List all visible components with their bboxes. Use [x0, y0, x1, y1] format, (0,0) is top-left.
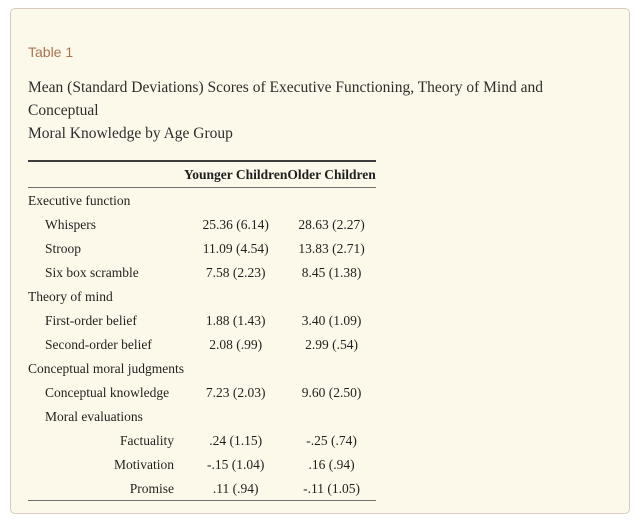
table-title: Mean (Standard Deviations) Scores of Exe… — [28, 76, 609, 145]
table-title-line1: Mean (Standard Deviations) Scores of Exe… — [28, 79, 543, 119]
older-value: 13.83 (2.71) — [298, 240, 365, 256]
row-label: Moral evaluations — [45, 408, 143, 424]
younger-value: 11.09 (4.54) — [202, 240, 269, 256]
means-sd-table: Younger Children Older Children Executiv… — [28, 160, 376, 501]
younger-value: .11 (.94) — [212, 480, 259, 496]
older-value — [287, 188, 375, 213]
older-value — [287, 284, 375, 308]
table-title-line2: Moral Knowledge by Age Group — [28, 125, 233, 142]
column-header-older-children: Older Children — [287, 167, 376, 182]
older-value: 28.63 (2.27) — [298, 216, 365, 232]
row-label: Factuality — [119, 432, 174, 448]
younger-value: 7.58 (2.23) — [205, 264, 266, 280]
table-row-section: Executive function — [28, 188, 376, 213]
row-label: Promise — [129, 480, 174, 496]
older-value: 9.60 (2.50) — [301, 384, 362, 400]
table-header-row: Younger Children Older Children — [28, 161, 376, 188]
row-label: Second-order belief — [45, 336, 152, 352]
younger-value: .24 (1.15) — [209, 432, 263, 448]
younger-value — [184, 188, 287, 213]
older-value — [287, 404, 375, 428]
row-label: Six box scramble — [45, 264, 139, 280]
older-value — [287, 356, 375, 380]
table-callout-panel: Table 1 Mean (Standard Deviations) Score… — [10, 8, 630, 514]
table-row: Promise .11 (.94) -.11 (1.05) — [28, 476, 376, 501]
row-label: Conceptual knowledge — [45, 384, 170, 400]
table-row: Six box scramble 7.58 (2.23) 8.45 (1.38) — [28, 260, 376, 284]
row-label: Stroop — [45, 240, 82, 256]
younger-value — [184, 404, 287, 428]
older-value: 3.40 (1.09) — [301, 312, 362, 328]
younger-value: -.15 (1.04) — [206, 456, 265, 472]
older-value: 8.45 (1.38) — [301, 264, 362, 280]
younger-value: 2.08 (.99) — [209, 336, 263, 352]
table-row-section: Conceptual moral judgments — [28, 356, 376, 380]
table-row: First-order belief 1.88 (1.43) 3.40 (1.0… — [28, 308, 376, 332]
table-row: Whispers 25.36 (6.14) 28.63 (2.27) — [28, 212, 376, 236]
row-label: Executive function — [28, 192, 131, 208]
younger-value — [184, 356, 287, 380]
younger-value — [184, 284, 287, 308]
older-value: .16 (.94) — [308, 456, 355, 472]
row-label: Whispers — [45, 216, 96, 232]
column-header-younger-children: Younger Children — [183, 167, 288, 182]
row-label: First-order belief — [45, 312, 137, 328]
column-header-measure — [28, 161, 184, 188]
table-row: Stroop 11.09 (4.54) 13.83 (2.71) — [28, 236, 376, 260]
table-row: Factuality .24 (1.15) -.25 (.74) — [28, 428, 376, 452]
table-row-section: Theory of mind — [28, 284, 376, 308]
younger-value: 25.36 (6.14) — [202, 216, 269, 232]
younger-value: 7.23 (2.03) — [205, 384, 266, 400]
table-row-subsection: Moral evaluations — [28, 404, 376, 428]
row-label: Theory of mind — [28, 288, 113, 304]
row-label: Conceptual moral judgments — [28, 360, 184, 376]
younger-value: 1.88 (1.43) — [205, 312, 266, 328]
table-row: Conceptual knowledge 7.23 (2.03) 9.60 (2… — [28, 380, 376, 404]
row-label: Motivation — [113, 456, 174, 472]
table-number-label: Table 1 — [28, 44, 74, 60]
older-value: 2.99 (.54) — [305, 336, 358, 352]
older-value: -.25 (.74) — [306, 432, 357, 448]
table-row: Motivation -.15 (1.04) .16 (.94) — [28, 452, 376, 476]
table-row: Second-order belief 2.08 (.99) 2.99 (.54… — [28, 332, 376, 356]
older-value: -.11 (1.05) — [303, 480, 360, 496]
